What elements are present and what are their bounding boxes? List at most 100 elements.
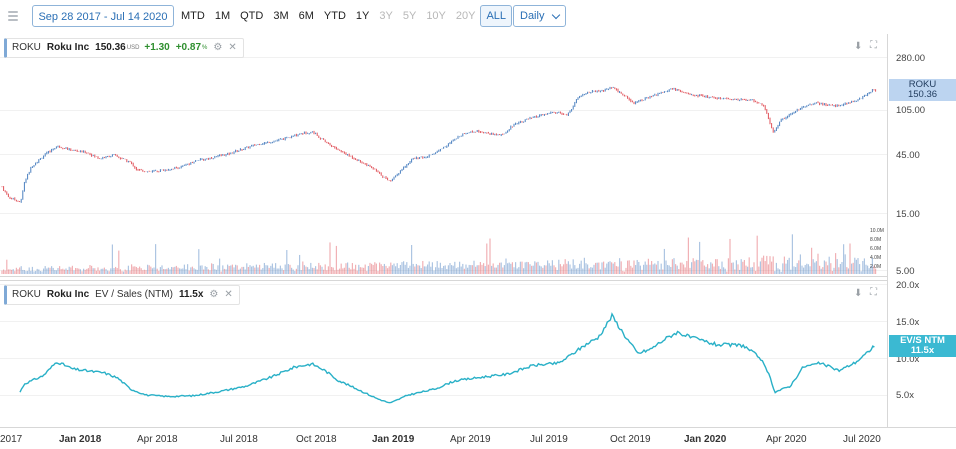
volume-bar: [111, 244, 113, 274]
range-1m[interactable]: 1M: [214, 10, 231, 22]
volume-bar: [439, 262, 441, 274]
volume-bar: [414, 266, 416, 274]
volume-bar: [718, 266, 720, 274]
volume-bar: [363, 267, 365, 274]
volume-bar: [713, 266, 715, 274]
volume-bar: [103, 267, 105, 274]
download-icon[interactable]: ⬇: [854, 288, 863, 299]
volume-bar: [329, 242, 331, 274]
volume-bar: [9, 269, 11, 274]
close-icon[interactable]: ✕: [228, 42, 237, 53]
close-icon[interactable]: ✕: [224, 289, 233, 300]
volume-bar: [212, 263, 214, 274]
range-6m[interactable]: 6M: [298, 10, 314, 22]
volume-bar: [22, 269, 24, 274]
evs-legend-name: Roku Inc: [46, 289, 90, 300]
volume-bar: [729, 238, 731, 274]
volume-bar: [775, 262, 777, 274]
volume-bar: [148, 265, 150, 274]
volume-bar: [343, 267, 345, 274]
range-qtd[interactable]: QTD: [240, 10, 264, 22]
volume-bar: [478, 265, 480, 274]
volume-bar: [831, 271, 833, 274]
volume-bar: [537, 261, 539, 274]
volume-bar: [843, 244, 845, 274]
volume-bar: [310, 262, 312, 274]
volume-bar: [500, 262, 502, 274]
volume-bar: [823, 260, 825, 274]
volume-bar: [398, 268, 400, 274]
volume-bar: [435, 267, 437, 274]
expand-icon[interactable]: ⛶: [870, 287, 877, 298]
volume-bar: [620, 261, 622, 274]
volume-bar: [806, 263, 808, 274]
volume-bar: [788, 257, 790, 274]
volume-bar: [239, 268, 241, 274]
x-tick-label: Jan 2019: [372, 434, 415, 445]
volume-bar: [521, 261, 523, 274]
volume-bar: [196, 269, 198, 274]
volume-bar: [51, 266, 53, 274]
volume-bar: [166, 268, 168, 274]
download-icon[interactable]: ⬇: [854, 41, 863, 52]
volume-bar: [135, 266, 137, 274]
volume-bar: [204, 266, 206, 274]
volume-bar: [369, 262, 371, 274]
volume-bar: [443, 265, 445, 274]
settings-icon[interactable]: ⚙: [209, 289, 219, 300]
volume-bar: [836, 259, 838, 274]
volume-bar: [455, 268, 457, 274]
price-legend-change-pct: +0.87: [175, 42, 202, 53]
volume-bar: [772, 256, 774, 274]
settings-icon[interactable]: ⚙: [213, 42, 223, 53]
volume-bar: [809, 266, 811, 274]
volume-bar: [724, 268, 726, 274]
volume-bar: [143, 269, 145, 274]
range-mtd[interactable]: MTD: [181, 10, 205, 22]
volume-bar: [183, 264, 185, 274]
range-1y[interactable]: 1Y: [355, 10, 370, 22]
volume-bar: [158, 270, 160, 274]
volume-bar: [462, 263, 464, 274]
range-all[interactable]: ALL: [480, 5, 513, 27]
range-3m[interactable]: 3M: [273, 10, 289, 22]
volume-bar: [391, 265, 393, 274]
volume-bar: [452, 265, 454, 274]
volume-bar: [708, 268, 710, 274]
volume-bar: [86, 268, 88, 274]
volume-bar: [737, 264, 739, 274]
range-20y: 20Y: [455, 10, 476, 22]
volume-bar: [849, 243, 851, 274]
expand-icon[interactable]: ⛶: [870, 40, 877, 51]
volume-bar: [857, 258, 859, 274]
price-legend-pct-sign: %: [202, 45, 208, 51]
volume-bar: [387, 268, 389, 274]
volume-bar: [228, 265, 230, 274]
volume-bar: [99, 270, 101, 274]
volume-bar: [774, 271, 776, 274]
volume-bar: [868, 268, 870, 274]
date-range-button[interactable]: Sep 28 2017 - Jul 14 2020: [32, 5, 174, 27]
volume-bar: [507, 263, 509, 274]
interval-select[interactable]: Daily: [513, 5, 566, 27]
volume-bar: [428, 261, 430, 274]
volume-bar: [860, 271, 862, 274]
volume-bar: [79, 269, 81, 274]
volume-bar: [497, 264, 499, 274]
volume-bar: [871, 257, 873, 274]
volume-bar: [215, 269, 217, 274]
volume-bar: [747, 266, 749, 274]
volume-bar: [676, 265, 678, 274]
menu-icon[interactable]: [6, 9, 20, 23]
volume-bar: [569, 264, 571, 274]
volume-bar: [383, 263, 385, 274]
range-ytd[interactable]: YTD: [323, 10, 346, 22]
price-legend: ROKU Roku Inc 150.36 USD +1.30 +0.87 % ⚙…: [4, 38, 244, 58]
volume-bar: [851, 263, 853, 274]
volume-bar: [515, 262, 517, 274]
volume-bar: [628, 260, 630, 274]
volume-bar: [700, 261, 702, 274]
x-tick-label: Jul 2019: [530, 434, 568, 445]
volume-bar: [617, 266, 619, 274]
volume-bar: [279, 265, 281, 274]
